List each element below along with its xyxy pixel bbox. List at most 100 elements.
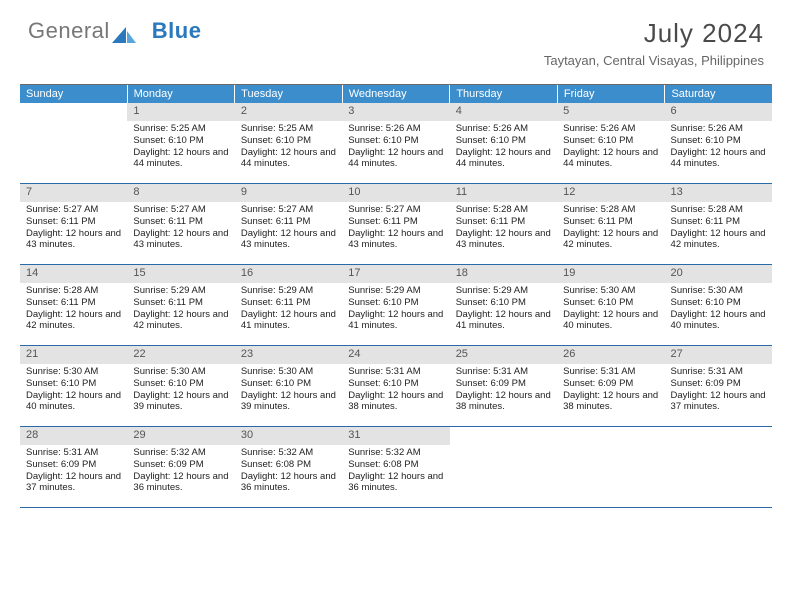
day-details: Sunrise: 5:32 AMSunset: 6:09 PMDaylight:… <box>127 445 234 499</box>
sunset-line: Sunset: 6:10 PM <box>671 135 766 147</box>
day-of-week-label: Thursday <box>450 85 558 103</box>
day-details: Sunrise: 5:32 AMSunset: 6:08 PMDaylight:… <box>342 445 449 499</box>
calendar-week: 7Sunrise: 5:27 AMSunset: 6:11 PMDaylight… <box>20 184 772 265</box>
location-subtitle: Taytayan, Central Visayas, Philippines <box>544 53 764 68</box>
sunrise-line: Sunrise: 5:29 AM <box>241 285 336 297</box>
day-details: Sunrise: 5:27 AMSunset: 6:11 PMDaylight:… <box>20 202 127 256</box>
logo-sail-icon <box>112 23 136 39</box>
logo-text-general: General <box>28 18 110 44</box>
sunset-line: Sunset: 6:11 PM <box>26 297 121 309</box>
day-of-week-label: Sunday <box>20 85 128 103</box>
day-of-week-label: Wednesday <box>343 85 451 103</box>
daylight-line: Daylight: 12 hours and 44 minutes. <box>348 147 443 171</box>
sunrise-line: Sunrise: 5:32 AM <box>133 447 228 459</box>
sunrise-line: Sunrise: 5:30 AM <box>133 366 228 378</box>
calendar-day: 24Sunrise: 5:31 AMSunset: 6:10 PMDayligh… <box>342 346 449 426</box>
calendar-day: 25Sunrise: 5:31 AMSunset: 6:09 PMDayligh… <box>450 346 557 426</box>
day-details: Sunrise: 5:28 AMSunset: 6:11 PMDaylight:… <box>665 202 772 256</box>
day-number: 30 <box>235 427 342 445</box>
sunrise-line: Sunrise: 5:26 AM <box>456 123 551 135</box>
sunrise-line: Sunrise: 5:27 AM <box>133 204 228 216</box>
logo: General Blue <box>28 18 201 44</box>
sunset-line: Sunset: 6:08 PM <box>241 459 336 471</box>
day-details: Sunrise: 5:29 AMSunset: 6:10 PMDaylight:… <box>450 283 557 337</box>
sunrise-line: Sunrise: 5:31 AM <box>456 366 551 378</box>
daylight-line: Daylight: 12 hours and 36 minutes. <box>348 471 443 495</box>
day-of-week-label: Saturday <box>665 85 772 103</box>
daylight-line: Daylight: 12 hours and 42 minutes. <box>26 309 121 333</box>
day-details: Sunrise: 5:30 AMSunset: 6:10 PMDaylight:… <box>127 364 234 418</box>
day-number: 8 <box>127 184 234 202</box>
sunrise-line: Sunrise: 5:28 AM <box>26 285 121 297</box>
day-details: Sunrise: 5:30 AMSunset: 6:10 PMDaylight:… <box>557 283 664 337</box>
day-number: 2 <box>235 103 342 121</box>
sunset-line: Sunset: 6:11 PM <box>348 216 443 228</box>
page-title: July 2024 <box>544 18 764 49</box>
day-details: Sunrise: 5:29 AMSunset: 6:10 PMDaylight:… <box>342 283 449 337</box>
calendar-day: 17Sunrise: 5:29 AMSunset: 6:10 PMDayligh… <box>342 265 449 345</box>
day-number: 24 <box>342 346 449 364</box>
day-details: Sunrise: 5:26 AMSunset: 6:10 PMDaylight:… <box>557 121 664 175</box>
sunrise-line: Sunrise: 5:25 AM <box>241 123 336 135</box>
sunrise-line: Sunrise: 5:30 AM <box>671 285 766 297</box>
calendar-day: 18Sunrise: 5:29 AMSunset: 6:10 PMDayligh… <box>450 265 557 345</box>
calendar-day: 28Sunrise: 5:31 AMSunset: 6:09 PMDayligh… <box>20 427 127 507</box>
calendar-day: 13Sunrise: 5:28 AMSunset: 6:11 PMDayligh… <box>665 184 772 264</box>
calendar-day: 2Sunrise: 5:25 AMSunset: 6:10 PMDaylight… <box>235 103 342 183</box>
calendar-day: 8Sunrise: 5:27 AMSunset: 6:11 PMDaylight… <box>127 184 234 264</box>
sunrise-line: Sunrise: 5:27 AM <box>26 204 121 216</box>
day-number: 4 <box>450 103 557 121</box>
day-number: 20 <box>665 265 772 283</box>
day-details: Sunrise: 5:31 AMSunset: 6:09 PMDaylight:… <box>20 445 127 499</box>
sunset-line: Sunset: 6:08 PM <box>348 459 443 471</box>
daylight-line: Daylight: 12 hours and 40 minutes. <box>563 309 658 333</box>
day-number: 14 <box>20 265 127 283</box>
calendar-day: 15Sunrise: 5:29 AMSunset: 6:11 PMDayligh… <box>127 265 234 345</box>
day-details: Sunrise: 5:32 AMSunset: 6:08 PMDaylight:… <box>235 445 342 499</box>
day-details: Sunrise: 5:25 AMSunset: 6:10 PMDaylight:… <box>127 121 234 175</box>
sunset-line: Sunset: 6:10 PM <box>241 378 336 390</box>
calendar-day: 6Sunrise: 5:26 AMSunset: 6:10 PMDaylight… <box>665 103 772 183</box>
calendar-day: 16Sunrise: 5:29 AMSunset: 6:11 PMDayligh… <box>235 265 342 345</box>
sunset-line: Sunset: 6:11 PM <box>671 216 766 228</box>
sunrise-line: Sunrise: 5:27 AM <box>241 204 336 216</box>
calendar-week: 1Sunrise: 5:25 AMSunset: 6:10 PMDaylight… <box>20 103 772 184</box>
calendar-day: 31Sunrise: 5:32 AMSunset: 6:08 PMDayligh… <box>342 427 449 507</box>
day-details: Sunrise: 5:27 AMSunset: 6:11 PMDaylight:… <box>235 202 342 256</box>
calendar-day: 29Sunrise: 5:32 AMSunset: 6:09 PMDayligh… <box>127 427 234 507</box>
calendar-day: 22Sunrise: 5:30 AMSunset: 6:10 PMDayligh… <box>127 346 234 426</box>
sunrise-line: Sunrise: 5:30 AM <box>26 366 121 378</box>
day-details: Sunrise: 5:26 AMSunset: 6:10 PMDaylight:… <box>342 121 449 175</box>
calendar-week: 14Sunrise: 5:28 AMSunset: 6:11 PMDayligh… <box>20 265 772 346</box>
day-details: Sunrise: 5:28 AMSunset: 6:11 PMDaylight:… <box>20 283 127 337</box>
day-number: 1 <box>127 103 234 121</box>
day-number: 10 <box>342 184 449 202</box>
calendar-day-empty <box>450 427 557 507</box>
daylight-line: Daylight: 12 hours and 44 minutes. <box>241 147 336 171</box>
day-details: Sunrise: 5:31 AMSunset: 6:09 PMDaylight:… <box>450 364 557 418</box>
daylight-line: Daylight: 12 hours and 44 minutes. <box>671 147 766 171</box>
sunrise-line: Sunrise: 5:30 AM <box>241 366 336 378</box>
header: General Blue July 2024 Taytayan, Central… <box>0 0 792 76</box>
day-number: 13 <box>665 184 772 202</box>
sunrise-line: Sunrise: 5:28 AM <box>671 204 766 216</box>
sunset-line: Sunset: 6:11 PM <box>563 216 658 228</box>
day-number: 7 <box>20 184 127 202</box>
day-number: 22 <box>127 346 234 364</box>
daylight-line: Daylight: 12 hours and 36 minutes. <box>133 471 228 495</box>
day-details: Sunrise: 5:27 AMSunset: 6:11 PMDaylight:… <box>127 202 234 256</box>
day-details: Sunrise: 5:28 AMSunset: 6:11 PMDaylight:… <box>450 202 557 256</box>
day-number: 29 <box>127 427 234 445</box>
sunset-line: Sunset: 6:10 PM <box>671 297 766 309</box>
sunrise-line: Sunrise: 5:29 AM <box>348 285 443 297</box>
calendar-day: 12Sunrise: 5:28 AMSunset: 6:11 PMDayligh… <box>557 184 664 264</box>
calendar-day: 26Sunrise: 5:31 AMSunset: 6:09 PMDayligh… <box>557 346 664 426</box>
daylight-line: Daylight: 12 hours and 41 minutes. <box>241 309 336 333</box>
sunset-line: Sunset: 6:09 PM <box>563 378 658 390</box>
logo-text-blue: Blue <box>152 18 202 44</box>
sunset-line: Sunset: 6:10 PM <box>133 135 228 147</box>
day-details: Sunrise: 5:28 AMSunset: 6:11 PMDaylight:… <box>557 202 664 256</box>
sunrise-line: Sunrise: 5:29 AM <box>456 285 551 297</box>
calendar-day: 20Sunrise: 5:30 AMSunset: 6:10 PMDayligh… <box>665 265 772 345</box>
sunrise-line: Sunrise: 5:32 AM <box>348 447 443 459</box>
